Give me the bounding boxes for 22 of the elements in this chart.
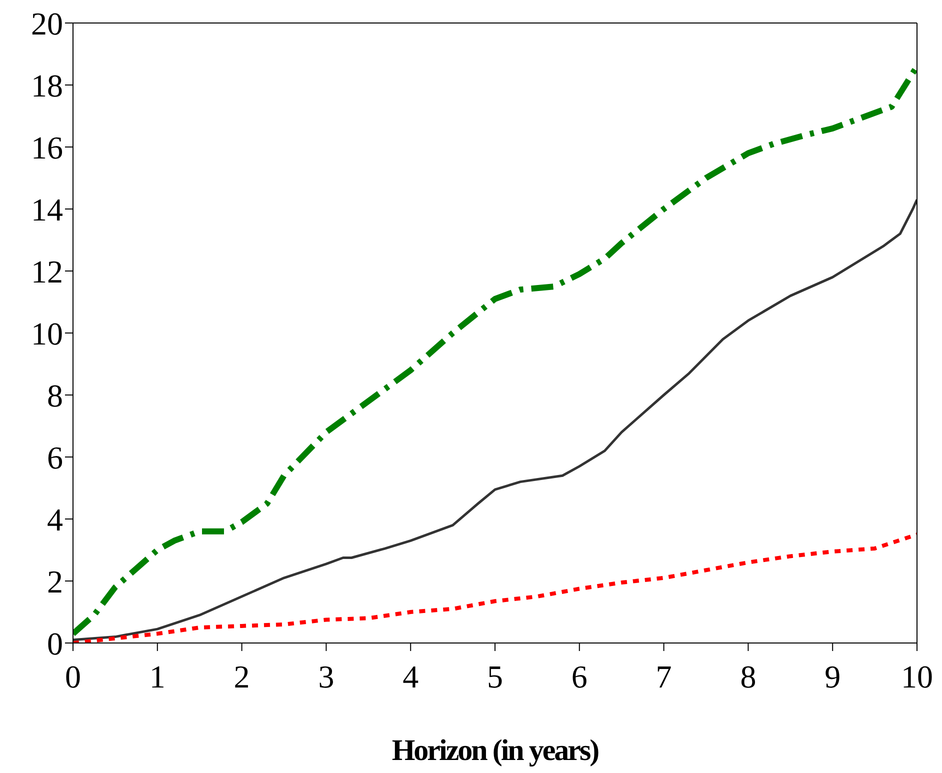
x-axis-title: Horizon (in years): [392, 734, 599, 767]
x-tick-label: 1: [149, 658, 166, 695]
x-tick-label: 3: [318, 658, 334, 695]
x-tick-label: 2: [234, 658, 250, 695]
y-tick-label: 12: [31, 253, 63, 290]
y-tick-label: 8: [47, 377, 63, 414]
y-tick-label: 18: [31, 67, 63, 104]
y-tick-label: 6: [47, 439, 63, 476]
y-tick-label: 16: [31, 129, 63, 166]
x-tick-label: 5: [487, 658, 503, 695]
x-tick-label: 8: [740, 658, 756, 695]
x-tick-label: 7: [656, 658, 672, 695]
x-tick-label: 9: [824, 658, 841, 695]
y-tick-label: 4: [47, 501, 63, 538]
y-tick-label: 20: [31, 5, 63, 42]
y-tick-label: 14: [31, 191, 63, 228]
y-tick-label: 10: [31, 315, 63, 352]
x-tick-label: 4: [402, 658, 419, 695]
x-tick-label: 6: [571, 658, 588, 695]
y-tick-label: 2: [47, 563, 63, 600]
y-tick-label: 0: [47, 625, 63, 662]
x-tick-label: 10: [901, 658, 933, 695]
